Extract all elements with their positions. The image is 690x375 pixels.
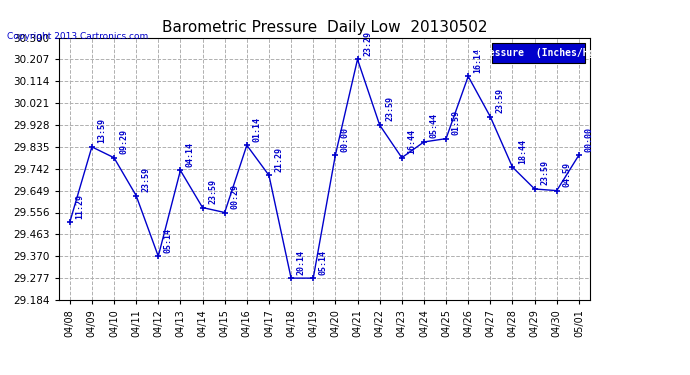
Text: 23:59: 23:59 bbox=[385, 96, 394, 122]
Text: 01:14: 01:14 bbox=[253, 117, 262, 142]
Text: 01:59: 01:59 bbox=[452, 110, 461, 135]
Text: 05:44: 05:44 bbox=[429, 113, 438, 138]
Text: 13:59: 13:59 bbox=[97, 118, 106, 143]
Text: Pressure  (Inches/Hg): Pressure (Inches/Hg) bbox=[477, 48, 600, 58]
Text: 16:44: 16:44 bbox=[407, 129, 416, 154]
Text: 23:59: 23:59 bbox=[208, 179, 217, 204]
Text: Copyright 2013 Cartronics.com: Copyright 2013 Cartronics.com bbox=[7, 32, 148, 41]
FancyBboxPatch shape bbox=[492, 43, 585, 63]
Text: 00:00: 00:00 bbox=[341, 126, 350, 152]
Text: 21:29: 21:29 bbox=[275, 147, 284, 172]
Text: 09:29: 09:29 bbox=[119, 129, 128, 154]
Text: 04:14: 04:14 bbox=[186, 142, 195, 167]
Text: 11:29: 11:29 bbox=[75, 194, 84, 219]
Text: 20:14: 20:14 bbox=[297, 250, 306, 274]
Text: 05:14: 05:14 bbox=[319, 250, 328, 274]
Text: 18:44: 18:44 bbox=[518, 138, 527, 164]
Text: 23:29: 23:29 bbox=[363, 31, 372, 56]
Text: 05:14: 05:14 bbox=[164, 228, 172, 253]
Text: 00:29: 00:29 bbox=[230, 184, 239, 209]
Text: 23:59: 23:59 bbox=[540, 160, 549, 185]
Text: 23:59: 23:59 bbox=[141, 167, 150, 192]
Text: 04:59: 04:59 bbox=[562, 162, 571, 187]
Text: 16:14: 16:14 bbox=[474, 48, 483, 73]
Title: Barometric Pressure  Daily Low  20130502: Barometric Pressure Daily Low 20130502 bbox=[161, 20, 487, 35]
Text: 23:59: 23:59 bbox=[496, 88, 505, 113]
Text: 00:00: 00:00 bbox=[584, 126, 593, 152]
